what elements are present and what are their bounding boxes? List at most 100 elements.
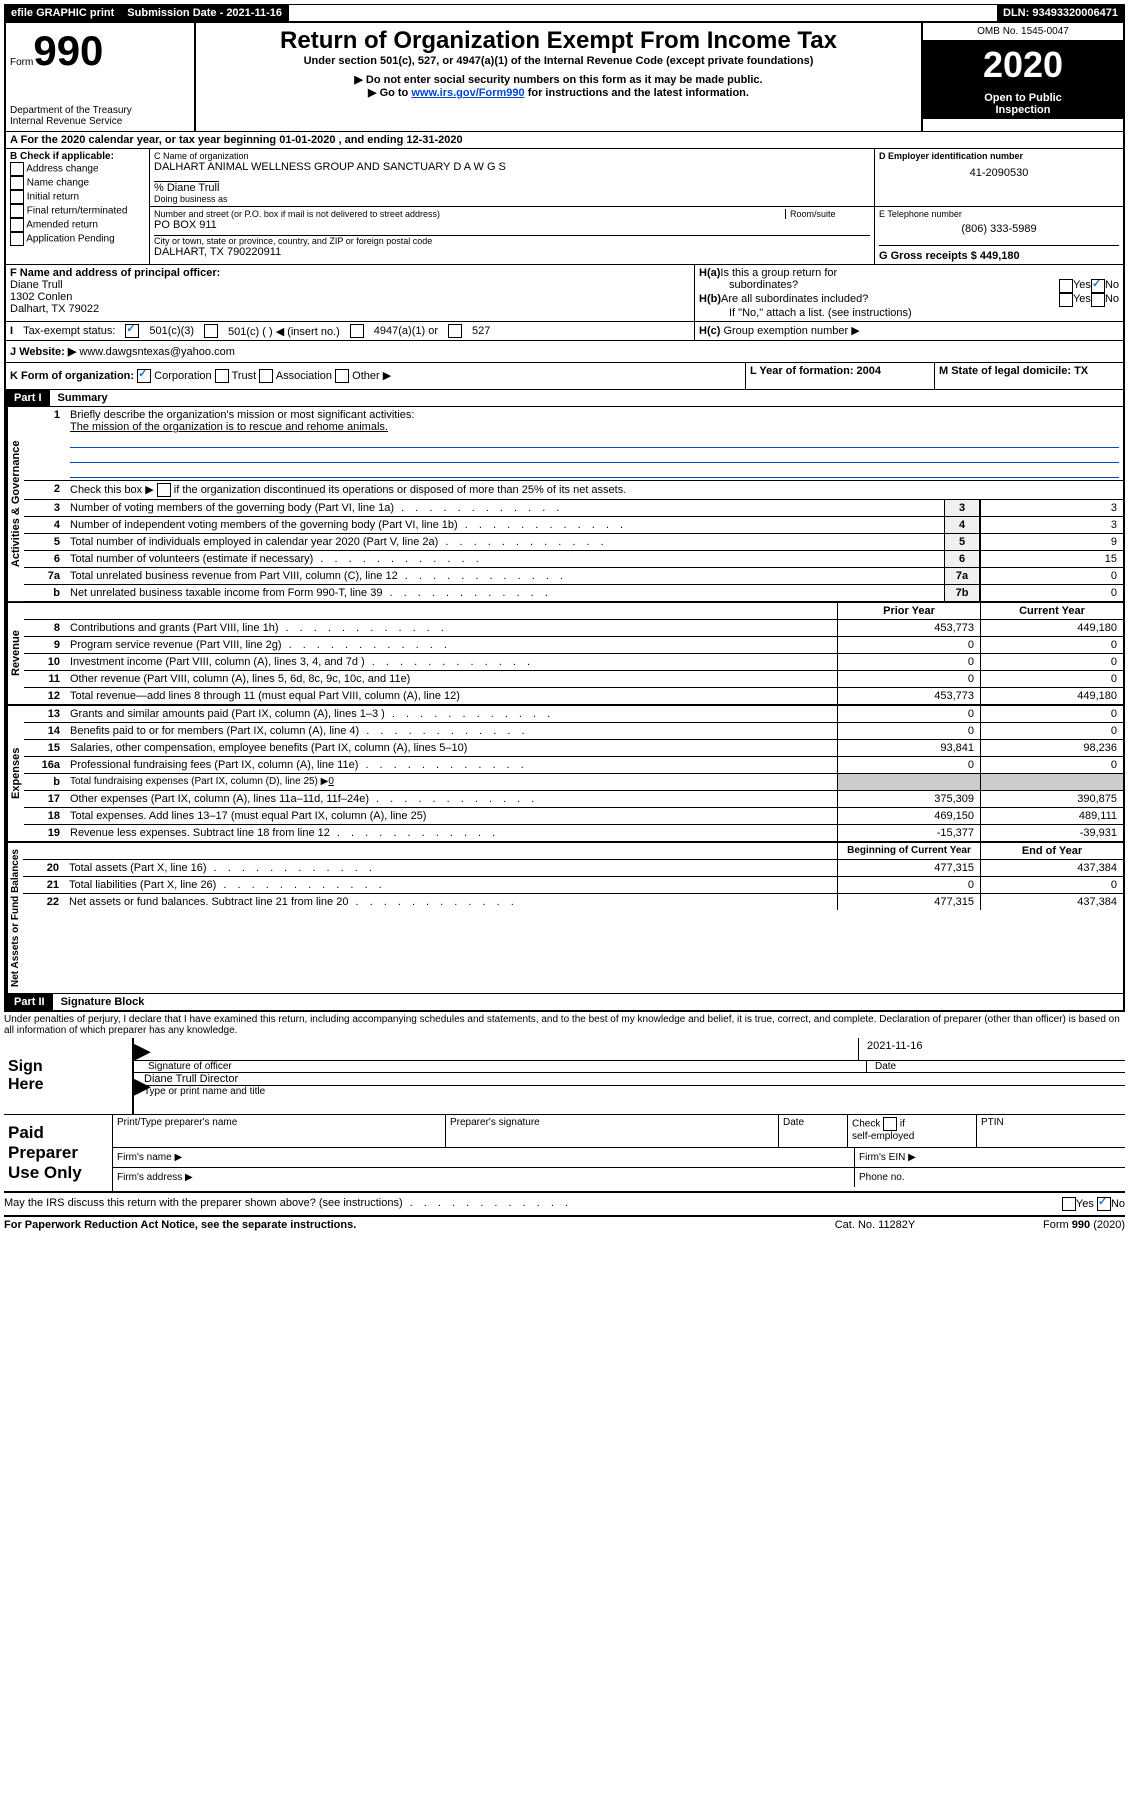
l6-text: Total number of volunteers (estimate if … [66, 551, 944, 567]
g-gross: G Gross receipts $ 449,180 [879, 245, 1119, 262]
part2-hdr: Part II [6, 994, 53, 1010]
declaration: Under penalties of perjury, I declare th… [4, 1012, 1125, 1038]
ha-no-checked [1091, 279, 1105, 293]
begin-year-hdr: Beginning of Current Year [837, 843, 980, 859]
prep-date-label: Date [779, 1115, 848, 1147]
l7b-val: 0 [980, 585, 1123, 601]
l13-text: Grants and similar amounts paid (Part IX… [66, 706, 837, 722]
chk-pending[interactable]: Application Pending [26, 234, 114, 245]
l2-text: Check this box ▶ [70, 484, 154, 496]
city-label: City or town, state or province, country… [154, 235, 870, 246]
cat-no: Cat. No. 11282Y [775, 1219, 975, 1231]
hb-label: H(b) [699, 293, 721, 307]
dba-label: Doing business as [154, 194, 870, 204]
chk-initial[interactable]: Initial return [27, 192, 79, 203]
officer-name: Diane Trull [10, 279, 690, 291]
officer-printed: Diane Trull Director [144, 1073, 1125, 1085]
line-a: A For the 2020 calendar year, or tax yea… [6, 132, 467, 148]
sign-here-label: Sign Here [4, 1038, 72, 1114]
subtitle-3b: for instructions and the latest informat… [525, 87, 749, 99]
l1-mission: The mission of the organization is to re… [70, 421, 388, 433]
l16b-text: Total fundraising expenses (Part IX, col… [70, 776, 328, 787]
firm-addr-label: Firm's address ▶ [113, 1168, 855, 1187]
form-word: Form [10, 57, 33, 68]
city-state: DALHART, TX 790220911 [154, 246, 870, 258]
ein: 41-2090530 [879, 167, 1119, 179]
chk-amended[interactable]: Amended return [26, 220, 98, 231]
sidebar-expenses: Expenses [6, 706, 24, 841]
l17-text: Other expenses (Part IX, column (A), lin… [66, 791, 837, 807]
l3-text: Number of voting members of the governin… [66, 500, 944, 516]
chk-address[interactable]: Address change [26, 164, 98, 175]
l20-text: Total assets (Part X, line 16) [65, 860, 837, 876]
end-year-hdr: End of Year [980, 843, 1123, 859]
irs-label: Internal Revenue Service [10, 116, 190, 127]
form-number: 990 [33, 27, 103, 74]
sidebar-revenue: Revenue [6, 603, 24, 704]
care-of: % Diane Trull [154, 181, 219, 194]
tax-year: 2020 [923, 41, 1123, 89]
l6-val: 15 [980, 551, 1123, 567]
l4-text: Number of independent voting members of … [66, 517, 944, 533]
ha-label: H(a) [699, 267, 720, 279]
l18-text: Total expenses. Add lines 13–17 (must eq… [66, 808, 837, 824]
org-name: DALHART ANIMAL WELLNESS GROUP AND SANCTU… [154, 161, 870, 173]
form-main: Form990 Department of the Treasury Inter… [4, 23, 1125, 1012]
l5-val: 9 [980, 534, 1123, 550]
room-label: Room/suite [785, 209, 870, 219]
phone: (806) 333-5989 [879, 223, 1119, 235]
prep-sig-label: Preparer's signature [446, 1115, 779, 1147]
part1-hdr: Part I [6, 390, 50, 406]
l3-val: 3 [980, 500, 1123, 516]
m-state: M State of legal domicile: TX [935, 363, 1123, 389]
l7a-text: Total unrelated business revenue from Pa… [66, 568, 944, 584]
sidebar-netassets: Net Assets or Fund Balances [6, 843, 23, 993]
sig-officer-label: Signature of officer [144, 1061, 867, 1072]
l7b-text: Net unrelated business taxable income fr… [66, 585, 944, 601]
dept-treasury: Department of the Treasury [10, 105, 190, 116]
paperwork-notice: For Paperwork Reduction Act Notice, see … [4, 1219, 775, 1231]
discuss-no [1097, 1197, 1111, 1211]
subtitle-3a: ▶ Go to [368, 87, 411, 99]
prep-name-label: Print/Type preparer's name [113, 1115, 446, 1147]
dln: DLN: 93493320006471 [997, 5, 1124, 21]
prior-year-hdr: Prior Year [837, 603, 980, 619]
l10-text: Investment income (Part VIII, column (A)… [66, 654, 837, 670]
l19-text: Revenue less expenses. Subtract line 18 … [66, 825, 837, 841]
l5-text: Total number of individuals employed in … [66, 534, 944, 550]
e-label: E Telephone number [879, 209, 1119, 219]
efile-btn[interactable]: efile GRAPHIC print [5, 5, 121, 21]
address: PO BOX 911 [154, 219, 870, 231]
l15-text: Salaries, other compensation, employee b… [66, 740, 837, 756]
l16a-text: Professional fundraising fees (Part IX, … [66, 757, 837, 773]
l11-text: Other revenue (Part VIII, column (A), li… [66, 671, 837, 687]
phone-label: Phone no. [855, 1168, 1125, 1187]
l12-text: Total revenue—add lines 8 through 11 (mu… [66, 688, 837, 704]
sig-date-label: Date [867, 1061, 1125, 1072]
open-public-1: Open to Public [926, 92, 1120, 104]
firm-name-label: Firm's name ▶ [113, 1148, 855, 1167]
irs-link[interactable]: www.irs.gov/Form990 [411, 87, 524, 99]
ha-sub: subordinates? [699, 279, 1059, 293]
subtitle-1: Under section 501(c), 527, or 4947(a)(1)… [200, 55, 917, 67]
ha-text: Is this a group return for [720, 267, 1119, 279]
paid-preparer-label: Paid Preparer Use Only [4, 1115, 112, 1191]
chk-final[interactable]: Final return/terminated [27, 206, 128, 217]
l4-val: 3 [980, 517, 1123, 533]
sig-date-val: 2021-11-16 [859, 1038, 1125, 1060]
l1-text: Briefly describe the organization's miss… [70, 409, 414, 421]
officer-addr1: 1302 Conlen [10, 291, 690, 303]
l7a-val: 0 [980, 568, 1123, 584]
l8-text: Contributions and grants (Part VIII, lin… [66, 620, 837, 636]
sidebar-activities: Activities & Governance [6, 407, 24, 601]
l9-text: Program service revenue (Part VIII, line… [66, 637, 837, 653]
l21-text: Total liabilities (Part X, line 26) [65, 877, 837, 893]
firm-ein-label: Firm's EIN ▶ [855, 1148, 1125, 1167]
section-b: B Check if applicable: Address change Na… [6, 149, 150, 264]
discuss-text: May the IRS discuss this return with the… [4, 1197, 1062, 1211]
addr-label: Number and street (or P.O. box if mail i… [154, 209, 785, 219]
current-year-hdr: Current Year [980, 603, 1123, 619]
chk-name[interactable]: Name change [27, 178, 89, 189]
l22-text: Net assets or fund balances. Subtract li… [65, 894, 837, 910]
j-label: Website: ▶ [19, 346, 76, 358]
